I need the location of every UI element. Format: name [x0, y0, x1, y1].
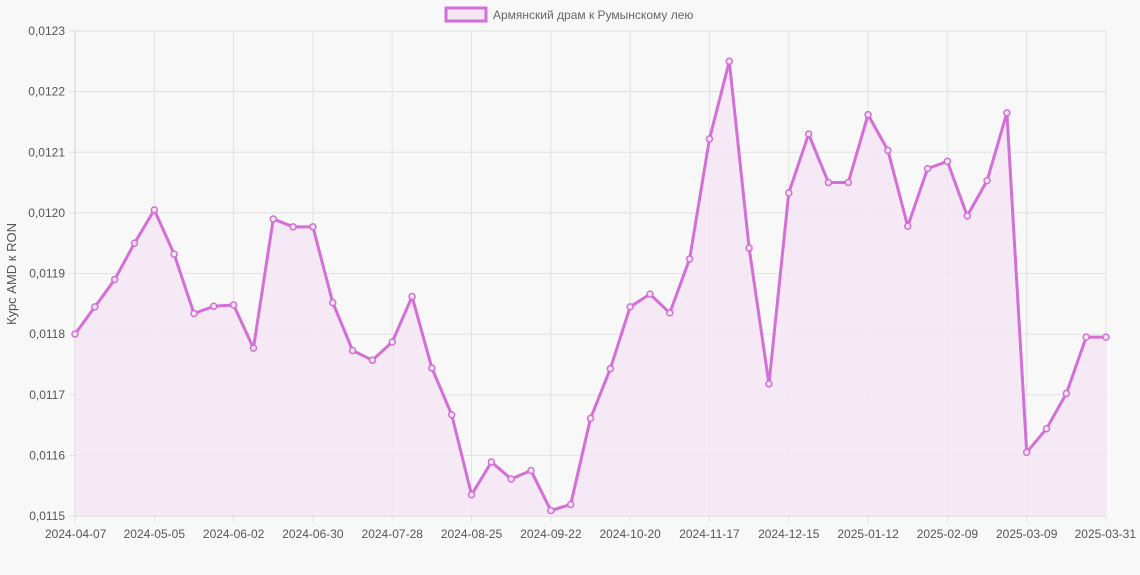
- data-point[interactable]: [91, 303, 99, 311]
- data-point[interactable]: [705, 135, 714, 143]
- data-point[interactable]: [547, 506, 555, 515]
- x-tick-label: 2024-04-07: [45, 527, 107, 541]
- x-tick-label: 2024-06-30: [282, 527, 344, 541]
- data-point[interactable]: [983, 176, 991, 185]
- data-point[interactable]: [447, 411, 456, 419]
- data-point[interactable]: [824, 178, 833, 187]
- data-point[interactable]: [1003, 109, 1011, 117]
- x-tick-label: 2025-01-12: [837, 527, 899, 541]
- data-point[interactable]: [130, 239, 139, 247]
- y-tick-label: 0,0120: [28, 206, 65, 220]
- y-tick-label: 0,0117: [29, 388, 65, 402]
- data-point[interactable]: [626, 303, 634, 311]
- data-point[interactable]: [71, 330, 79, 338]
- data-point[interactable]: [289, 223, 297, 231]
- legend-swatch[interactable]: [444, 6, 488, 23]
- data-point[interactable]: [1022, 448, 1031, 457]
- data-point[interactable]: [765, 380, 773, 388]
- data-point[interactable]: [249, 344, 258, 352]
- data-point[interactable]: [1062, 389, 1071, 398]
- y-tick-label: 0,0115: [29, 509, 65, 523]
- x-tick-label: 2024-09-22: [520, 527, 582, 541]
- data-point[interactable]: [903, 222, 912, 230]
- data-point[interactable]: [329, 298, 337, 307]
- x-tick-label: 2024-05-05: [124, 527, 186, 541]
- data-point[interactable]: [150, 206, 159, 214]
- y-tick-label: 0,0122: [28, 85, 65, 99]
- data-point[interactable]: [745, 244, 753, 252]
- data-point[interactable]: [884, 146, 892, 155]
- data-point[interactable]: [309, 223, 317, 231]
- data-point[interactable]: [864, 110, 872, 119]
- data-point[interactable]: [428, 364, 436, 372]
- area-fill-layer: [75, 61, 1106, 517]
- y-axis-ticks: 0,0115 0,0116 0,0117 0,0118 0,0119 0,0120 0,01…: [28, 24, 65, 523]
- data-point[interactable]: [368, 356, 377, 364]
- data-point[interactable]: [586, 414, 595, 423]
- x-tick-label: 2025-03-09: [996, 527, 1058, 541]
- data-point[interactable]: [210, 302, 218, 310]
- data-point[interactable]: [348, 346, 357, 355]
- x-tick-label: 2024-06-02: [203, 527, 265, 541]
- data-point[interactable]: [110, 275, 119, 284]
- x-tick-label: 2024-12-15: [758, 527, 820, 541]
- data-point[interactable]: [963, 212, 971, 220]
- y-tick-label: 0,0118: [29, 327, 65, 341]
- data-point[interactable]: [1102, 333, 1110, 341]
- data-point[interactable]: [1042, 424, 1051, 433]
- data-point[interactable]: [1082, 333, 1090, 341]
- data-point[interactable]: [507, 475, 515, 483]
- data-point[interactable]: [804, 130, 813, 138]
- data-point[interactable]: [408, 292, 416, 301]
- y-axis-title: Курс AMD к RON: [4, 223, 19, 325]
- data-point[interactable]: [844, 178, 852, 187]
- data-point[interactable]: [606, 364, 615, 373]
- data-point[interactable]: [527, 466, 535, 475]
- data-point[interactable]: [923, 164, 932, 173]
- y-tick-label: 0,0123: [28, 24, 65, 38]
- legend-label[interactable]: Армянский драм к Румынскому лею: [493, 8, 693, 22]
- data-point[interactable]: [666, 309, 674, 317]
- y-tick-label: 0,0116: [29, 448, 65, 462]
- x-tick-label: 2024-07-28: [362, 527, 424, 541]
- data-point[interactable]: [943, 157, 952, 166]
- x-tick-label: 2024-10-20: [599, 527, 661, 541]
- data-point[interactable]: [487, 458, 496, 466]
- data-point[interactable]: [388, 338, 396, 346]
- data-point[interactable]: [467, 491, 476, 499]
- data-points-layer: [71, 57, 1110, 515]
- legend[interactable]: Армянский драм к Румынскому лею: [444, 6, 693, 23]
- x-tick-label: 2025-02-09: [917, 527, 979, 541]
- data-point[interactable]: [725, 57, 734, 66]
- data-point[interactable]: [566, 500, 575, 509]
- data-point[interactable]: [646, 290, 654, 298]
- data-point[interactable]: [190, 309, 198, 318]
- y-tick-label: 0,0119: [29, 267, 65, 281]
- series-area: [75, 61, 1106, 517]
- x-tick-label: 2025-03-31: [1075, 527, 1137, 541]
- y-tick-label: 0,0121: [28, 145, 65, 159]
- data-point[interactable]: [170, 250, 178, 258]
- x-tick-label: 2024-11-17: [679, 527, 740, 541]
- x-axis-ticks: 2024-04-07 2024-05-05 2024-06-02 2024-06-30…: [45, 527, 1136, 541]
- data-point[interactable]: [229, 301, 238, 309]
- x-tick-label: 2024-08-25: [441, 527, 503, 541]
- data-point[interactable]: [685, 255, 694, 263]
- data-point[interactable]: [269, 215, 278, 223]
- data-point[interactable]: [785, 189, 793, 197]
